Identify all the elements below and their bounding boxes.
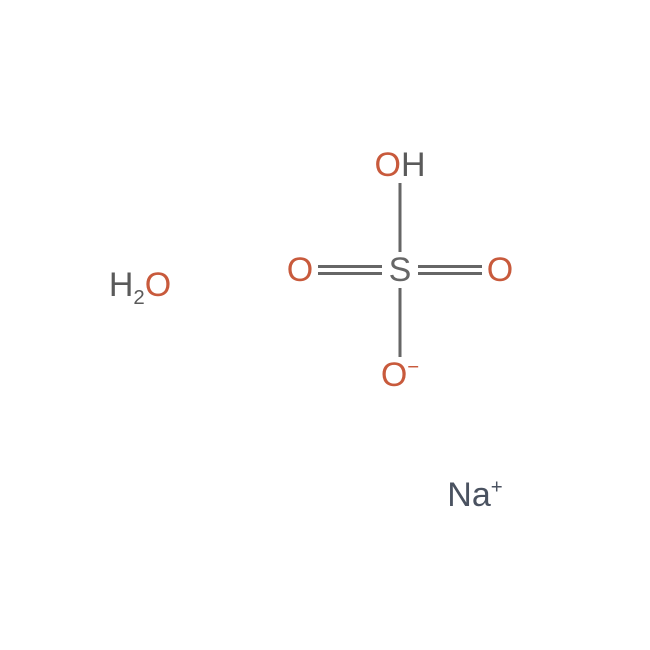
ion-sodium: Na+ — [447, 478, 502, 512]
chemical-structure-canvas: S OH O O O− H2O Na+ — [0, 0, 650, 650]
positive-charge: + — [491, 477, 503, 499]
hydrogen-glyph: H — [401, 146, 426, 184]
oxygen-glyph: O — [374, 146, 400, 184]
atom-o-right: O — [487, 253, 513, 287]
hydrogen-glyph: H2 — [109, 266, 145, 304]
atom-sulfur: S — [389, 253, 412, 287]
oxygen-glyph: O — [145, 266, 171, 304]
molecule-water: H2O — [109, 268, 171, 302]
atom-o-left: O — [287, 253, 313, 287]
negative-charge: − — [407, 357, 419, 379]
atom-o-minus-bottom: O− — [381, 358, 419, 392]
bond-layer — [0, 0, 650, 650]
atom-oh-top: OH — [374, 148, 425, 182]
